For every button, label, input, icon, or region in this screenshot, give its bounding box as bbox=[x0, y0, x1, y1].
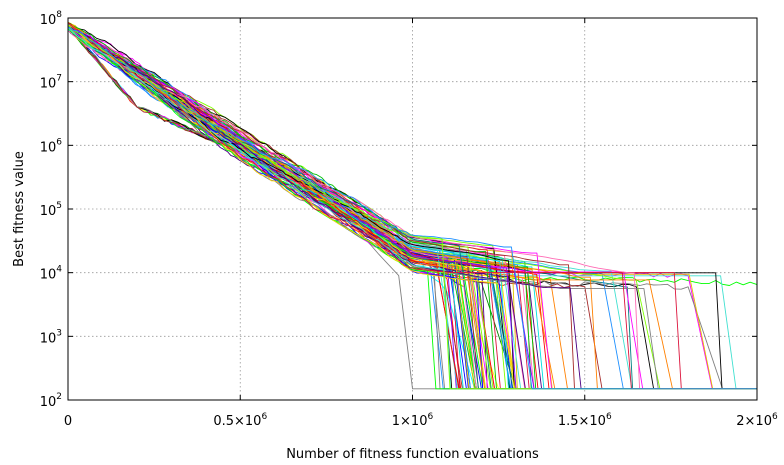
y-tick-label: 103 bbox=[40, 328, 62, 346]
x-axis-label: Number of fitness function evaluations bbox=[286, 447, 539, 462]
series-line bbox=[67, 22, 757, 390]
series-line bbox=[67, 24, 757, 390]
series-line bbox=[67, 25, 757, 390]
series-line bbox=[67, 25, 757, 390]
series-line bbox=[67, 25, 757, 390]
y-tick-label: 105 bbox=[40, 201, 62, 219]
series-line bbox=[67, 26, 757, 390]
series-line bbox=[67, 22, 757, 390]
y-axis-label: Best fitness value bbox=[12, 151, 27, 267]
x-tick-label: 1×106 bbox=[392, 412, 434, 429]
y-tick-label: 106 bbox=[40, 137, 63, 155]
x-tick-label: 2×106 bbox=[736, 412, 778, 429]
grid-lines bbox=[68, 18, 757, 400]
y-tick-label: 104 bbox=[40, 265, 63, 283]
y-tick-label: 108 bbox=[40, 10, 63, 28]
series-line bbox=[67, 22, 757, 390]
series-line bbox=[67, 25, 757, 390]
series-line bbox=[67, 22, 757, 390]
y-tick-label: 107 bbox=[40, 74, 62, 92]
series-group bbox=[67, 21, 758, 390]
series-line bbox=[67, 21, 757, 390]
x-tick-label: 0.5×106 bbox=[213, 412, 267, 429]
series-line bbox=[67, 24, 757, 390]
series-line bbox=[67, 25, 757, 390]
x-tick-label: 1.5×106 bbox=[558, 412, 612, 429]
series-line bbox=[67, 22, 757, 390]
series-line bbox=[67, 22, 757, 390]
series-line bbox=[67, 25, 757, 390]
y-tick-label: 102 bbox=[40, 392, 62, 410]
series-line bbox=[67, 24, 757, 390]
series-line bbox=[67, 22, 757, 390]
x-tick-label: 0 bbox=[64, 414, 72, 429]
axis-ticks bbox=[67, 17, 758, 401]
